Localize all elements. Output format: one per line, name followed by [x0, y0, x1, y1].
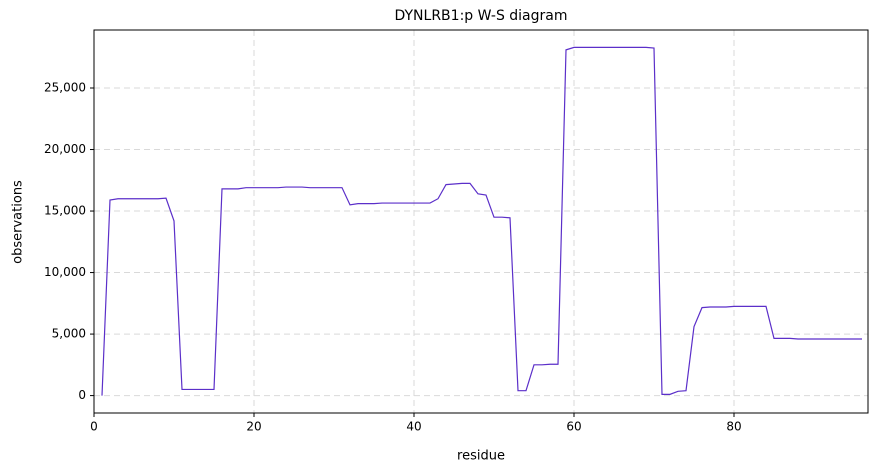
x-tick-label: 0 — [90, 420, 98, 434]
y-tick-label: 25,000 — [44, 81, 86, 95]
x-tick-label: 40 — [406, 420, 421, 434]
x-tick-label: 20 — [246, 420, 261, 434]
y-tick-label: 5,000 — [52, 327, 86, 341]
chart-title: DYNLRB1:p W-S diagram — [394, 8, 567, 24]
plot-frame — [93, 29, 869, 414]
x-axis-label: residue — [457, 449, 505, 464]
y-tick-label: 10,000 — [44, 265, 86, 279]
y-tick-label: 0 — [78, 388, 86, 402]
y-tick-label: 15,000 — [44, 204, 86, 218]
x-tick-label: 60 — [566, 420, 581, 434]
x-tick-label: 80 — [726, 420, 741, 434]
data-line — [101, 46, 862, 396]
y-tick-label: 20,000 — [44, 142, 86, 156]
y-axis-label: observations — [11, 180, 26, 264]
